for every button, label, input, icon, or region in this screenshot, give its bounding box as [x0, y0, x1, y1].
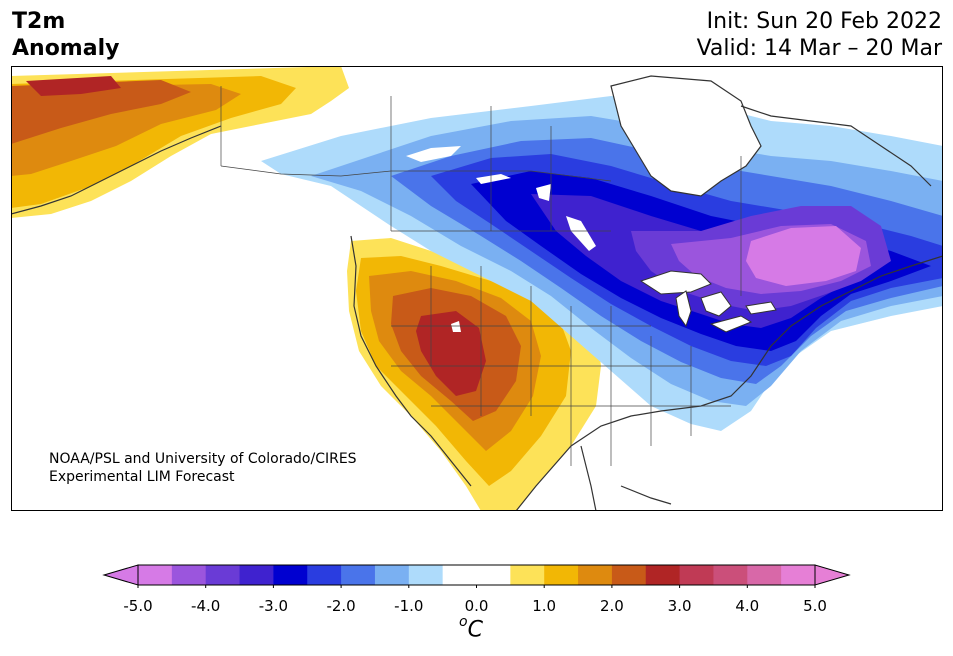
colorbar-min-arrow	[102, 564, 139, 586]
colorbar-swatch	[544, 565, 579, 585]
colorbar-tick-label: -2.0	[326, 597, 356, 615]
canadian-lakes	[406, 146, 596, 332]
colorbar-swatch	[611, 565, 647, 585]
cold-anomaly-region	[261, 96, 943, 431]
colorbar-swatch	[645, 565, 681, 585]
colorbar-tick-label: 5.0	[803, 597, 827, 615]
hudson-bay-outline	[610, 75, 762, 197]
colorbar-tick-label: -5.0	[123, 597, 153, 615]
colorbar-swatch	[679, 565, 714, 585]
colorbar-swatch	[747, 565, 782, 585]
alaska-warm-anomaly	[11, 66, 349, 218]
colorbar-swatch	[341, 565, 376, 585]
political-borders	[220, 86, 742, 466]
colorbar-swatch	[374, 565, 410, 585]
colorbar-swatch	[510, 565, 545, 585]
colorbar-swatch	[476, 565, 511, 585]
great-lakes	[639, 270, 777, 333]
colorbar-tick-label: 4.0	[735, 597, 760, 615]
coastlines	[11, 105, 943, 511]
colorbar-tick-label: 0.0	[464, 597, 489, 615]
colorbar-max-arrow	[814, 564, 851, 586]
unit-letter: C	[467, 617, 483, 643]
credit-text: NOAA/PSL and University of Colorado/CIRE…	[49, 450, 357, 486]
map-title: T2m Anomaly	[12, 8, 119, 62]
colorbar	[102, 564, 851, 588]
colorbar-swatch	[578, 565, 613, 585]
colorbar-unit: oC	[459, 614, 483, 643]
init-date: Init: Sun 20 Feb 2022	[706, 9, 942, 34]
colorbar-swatch	[273, 565, 308, 585]
colorbar-tick-label: -3.0	[258, 597, 289, 615]
colorbar-swatch	[408, 565, 444, 585]
degree-symbol: o	[459, 614, 468, 630]
colorbar-swatch	[171, 565, 207, 585]
colorbar-swatch	[205, 565, 241, 585]
colorbar-swatch	[713, 565, 748, 585]
colorbar-tick-label: -4.0	[191, 597, 221, 615]
date-info: Init: Sun 20 Feb 2022 Valid: 14 Mar – 20…	[697, 8, 942, 62]
colorbar-tick-label: 3.0	[667, 597, 692, 615]
variable-label: T2m	[12, 9, 66, 34]
colorbar-swatch	[138, 565, 173, 585]
anomaly-map	[11, 66, 943, 511]
colorbar-swatch	[442, 565, 477, 585]
colorbar-swatch	[239, 565, 274, 585]
colorbar-swatch	[307, 565, 342, 585]
credit-line-1: NOAA/PSL and University of Colorado/CIRE…	[49, 451, 357, 467]
colorbar-tick-label: -1.0	[394, 597, 424, 615]
colorbar-tick-label: 2.0	[599, 597, 624, 615]
credit-line-2: Experimental LIM Forecast	[49, 469, 235, 485]
colorbar-swatch	[781, 565, 816, 585]
valid-range: Valid: 14 Mar – 20 Mar	[696, 36, 942, 61]
anomaly-label: Anomaly	[12, 36, 120, 61]
hudson-bay	[611, 76, 761, 196]
colorbar-tick-label: 1.0	[532, 597, 557, 615]
